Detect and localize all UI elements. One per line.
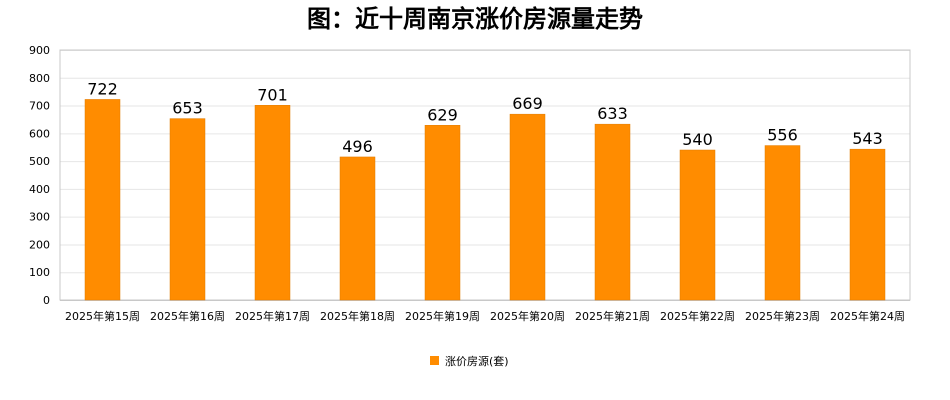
bar bbox=[849, 148, 886, 301]
bars bbox=[84, 99, 886, 301]
y-tick-label: 700 bbox=[29, 100, 50, 113]
bar bbox=[424, 125, 461, 301]
data-label: 540 bbox=[682, 130, 713, 149]
legend: 涨价房源(套) bbox=[430, 354, 509, 368]
x-tick-label: 2025年第23周 bbox=[745, 309, 820, 323]
legend-swatch bbox=[430, 356, 439, 365]
bar bbox=[509, 113, 546, 301]
x-tick-labels: 2025年第15周 2025年第16周 2025年第17周 2025年第18周 2025… bbox=[65, 309, 905, 323]
x-tick-label: 2025年第16周 bbox=[150, 309, 225, 323]
bar bbox=[339, 156, 376, 301]
data-label: 629 bbox=[427, 105, 458, 124]
y-tick-label: 300 bbox=[29, 211, 50, 224]
y-tick-label: 600 bbox=[29, 127, 50, 140]
legend-label: 涨价房源(套) bbox=[445, 354, 509, 368]
data-label: 669 bbox=[512, 94, 543, 113]
chart-title: 图：近十周南京涨价房源量走势 bbox=[307, 5, 643, 33]
y-tick-labels: 0 100 200 300 400 500 600 700 800 900 bbox=[29, 44, 50, 307]
data-label: 653 bbox=[172, 99, 203, 118]
x-tick-label: 2025年第24周 bbox=[830, 309, 905, 323]
y-tick-label: 200 bbox=[29, 238, 50, 251]
x-tick-label: 2025年第15周 bbox=[65, 309, 140, 323]
data-label: 633 bbox=[597, 104, 628, 123]
data-label: 543 bbox=[852, 129, 883, 148]
bar bbox=[84, 99, 121, 301]
x-tick-label: 2025年第21周 bbox=[575, 309, 650, 323]
x-tick-label: 2025年第20周 bbox=[490, 309, 565, 323]
data-label: 701 bbox=[257, 85, 288, 104]
y-tick-label: 500 bbox=[29, 155, 50, 168]
x-tick-label: 2025年第18周 bbox=[320, 309, 395, 323]
axes bbox=[59, 49, 911, 301]
bar bbox=[594, 123, 631, 301]
bar bbox=[679, 149, 716, 301]
data-label: 496 bbox=[342, 137, 373, 156]
x-tick-label: 2025年第17周 bbox=[235, 309, 310, 323]
y-tick-label: 800 bbox=[29, 72, 50, 85]
data-labels: 722 653 701 496 629 669 633 540 556 543 bbox=[87, 79, 883, 156]
x-tick-label: 2025年第22周 bbox=[660, 309, 735, 323]
bar bbox=[764, 145, 801, 301]
y-tick-label: 400 bbox=[29, 183, 50, 196]
y-tick-label: 0 bbox=[43, 294, 50, 307]
bar bbox=[169, 118, 206, 301]
data-label: 722 bbox=[87, 79, 118, 98]
x-tick-label: 2025年第19周 bbox=[405, 309, 480, 323]
data-label: 556 bbox=[767, 126, 798, 145]
y-tick-label: 900 bbox=[29, 44, 50, 57]
y-tick-label: 100 bbox=[29, 266, 50, 279]
bar bbox=[254, 105, 291, 301]
